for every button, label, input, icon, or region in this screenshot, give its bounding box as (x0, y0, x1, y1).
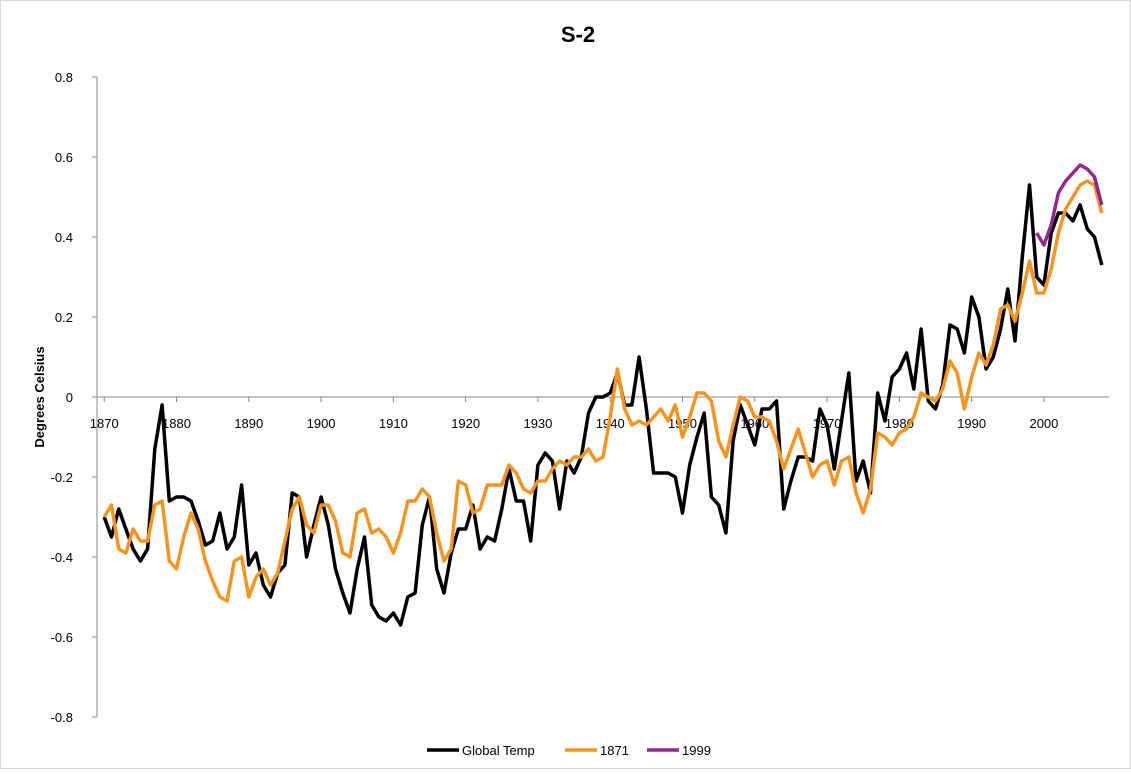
x-tick-label: 1870 (90, 416, 119, 431)
y-tick-label: 0 (66, 390, 73, 405)
series-line (102, 179, 1104, 603)
y-tick-label: 0.2 (55, 310, 73, 325)
x-tick-label: 1880 (162, 416, 191, 431)
legend-label: Global Temp (462, 743, 535, 758)
y-tick-label: -0.8 (51, 710, 73, 725)
x-tick-label: 1900 (307, 416, 336, 431)
y-tick-label: 0.6 (55, 150, 73, 165)
y-tick-label: 0.8 (55, 70, 73, 85)
y-axis-label: Degrees Celsius (32, 346, 47, 447)
x-tick-label: 1950 (668, 416, 697, 431)
chart-title: S-2 (561, 22, 595, 47)
x-tick-label: 2000 (1029, 416, 1058, 431)
x-tick-label: 1990 (957, 416, 986, 431)
x-tick-label: 1910 (379, 416, 408, 431)
y-tick-label: -0.4 (51, 550, 73, 565)
series-line (1035, 163, 1104, 247)
x-tick-label: 1920 (451, 416, 480, 431)
y-tick-label: -0.2 (51, 470, 73, 485)
legend-label: 1871 (600, 743, 629, 758)
y-tick-label: 0.4 (55, 230, 73, 245)
y-tick-label: -0.6 (51, 630, 73, 645)
x-tick-label: 1890 (234, 416, 263, 431)
legend-label: 1999 (682, 743, 711, 758)
series-line (102, 183, 1104, 627)
x-tick-label: 1930 (523, 416, 552, 431)
